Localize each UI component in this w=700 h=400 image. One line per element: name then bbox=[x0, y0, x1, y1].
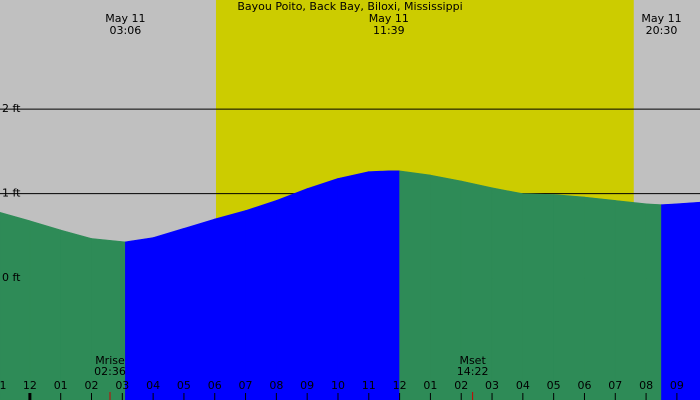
extreme-time: 11:39 bbox=[373, 24, 405, 37]
x-tick-label: 12 bbox=[393, 379, 407, 392]
y-tick-label: 2 ft bbox=[2, 102, 21, 115]
extreme-date: May 11 bbox=[641, 12, 681, 25]
x-tick-label: 09 bbox=[670, 379, 684, 392]
x-tick-label: 06 bbox=[208, 379, 222, 392]
tide-area bbox=[388, 170, 400, 400]
tide-area bbox=[661, 203, 678, 400]
tide-area bbox=[491, 187, 524, 400]
tide-area bbox=[399, 170, 431, 400]
x-tick-label: 05 bbox=[547, 379, 561, 392]
chart-title: Bayou Poito, Back Bay, Biloxi, Mississip… bbox=[237, 0, 462, 13]
x-tick-label: 03 bbox=[115, 379, 129, 392]
x-tick-label: 12 bbox=[23, 379, 37, 392]
x-tick-label: 1 bbox=[0, 379, 7, 392]
moon-time: 14:22 bbox=[457, 365, 489, 378]
x-tick-label: 01 bbox=[54, 379, 68, 392]
tide-area bbox=[306, 178, 339, 400]
x-tick-label: 04 bbox=[146, 379, 160, 392]
tide-area bbox=[676, 201, 700, 400]
x-tick-label: 11 bbox=[362, 379, 376, 392]
tide-area bbox=[183, 218, 216, 400]
tide-area bbox=[214, 210, 246, 400]
tide-area bbox=[522, 193, 554, 400]
x-tick-label: 07 bbox=[239, 379, 253, 392]
tide-area bbox=[0, 211, 31, 400]
y-tick-label: 1 ft bbox=[2, 187, 21, 200]
extreme-date: May 11 bbox=[369, 12, 409, 25]
extreme-date: May 11 bbox=[105, 12, 145, 25]
x-tick-label: 04 bbox=[516, 379, 530, 392]
tide-area bbox=[337, 171, 370, 400]
tide-area bbox=[553, 194, 585, 400]
tide-area bbox=[125, 237, 154, 400]
tide-area bbox=[368, 170, 390, 400]
x-tick-label: 08 bbox=[639, 379, 653, 392]
tide-area bbox=[29, 220, 61, 400]
x-tick-label: 03 bbox=[485, 379, 499, 392]
moon-time: 02:36 bbox=[94, 365, 126, 378]
x-tick-label: 08 bbox=[269, 379, 283, 392]
x-tick-label: 05 bbox=[177, 379, 191, 392]
extreme-time: 03:06 bbox=[110, 24, 142, 37]
x-tick-label: 07 bbox=[608, 379, 622, 392]
x-tick-label: 02 bbox=[454, 379, 468, 392]
tide-area bbox=[584, 196, 616, 400]
tide-area bbox=[60, 229, 92, 400]
extreme-time: 20:30 bbox=[646, 24, 678, 37]
x-tick-label: 01 bbox=[423, 379, 437, 392]
x-tick-label: 06 bbox=[577, 379, 591, 392]
x-tick-label: 10 bbox=[331, 379, 345, 392]
tide-area bbox=[245, 200, 277, 400]
tide-area bbox=[645, 203, 662, 400]
tide-area bbox=[276, 188, 308, 400]
x-tick-label: 02 bbox=[85, 379, 99, 392]
x-tick-label: 09 bbox=[300, 379, 314, 392]
tide-area bbox=[152, 227, 185, 400]
y-tick-label: 0 ft bbox=[2, 271, 21, 284]
moon-label: Mrise bbox=[95, 354, 125, 367]
tide-area bbox=[614, 200, 647, 400]
moon-label: Mset bbox=[459, 354, 486, 367]
